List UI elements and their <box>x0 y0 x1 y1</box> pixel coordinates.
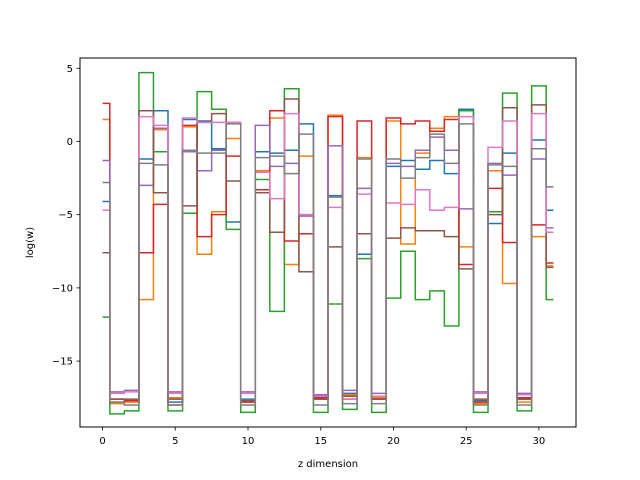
x-tick-label: 30 <box>533 436 546 447</box>
x-tick-label: 10 <box>242 436 255 447</box>
y-tick-label: −15 <box>52 357 73 368</box>
series-layer <box>102 71 554 415</box>
x-tick-label: 15 <box>314 436 327 447</box>
x-axis-label: z dimension <box>298 459 358 470</box>
x-tick-label: 5 <box>172 436 178 447</box>
x-tick-label: 0 <box>99 436 105 447</box>
y-tick-label: 0 <box>67 137 73 148</box>
series-7-line <box>102 112 554 400</box>
x-axis: 0 5 10 15 20 25 30 <box>99 427 545 447</box>
x-tick-label: 25 <box>460 436 473 447</box>
series-8-line <box>102 123 554 406</box>
y-axis-label: log(w) <box>25 227 36 258</box>
y-tick-label: −10 <box>52 283 73 294</box>
y-axis: 5 0 −5 −10 −15 <box>52 64 80 368</box>
axes-frame <box>79 57 577 428</box>
y-tick-label: −5 <box>58 210 73 221</box>
x-tick-label: 20 <box>387 436 400 447</box>
y-tick-label: 5 <box>67 64 73 75</box>
